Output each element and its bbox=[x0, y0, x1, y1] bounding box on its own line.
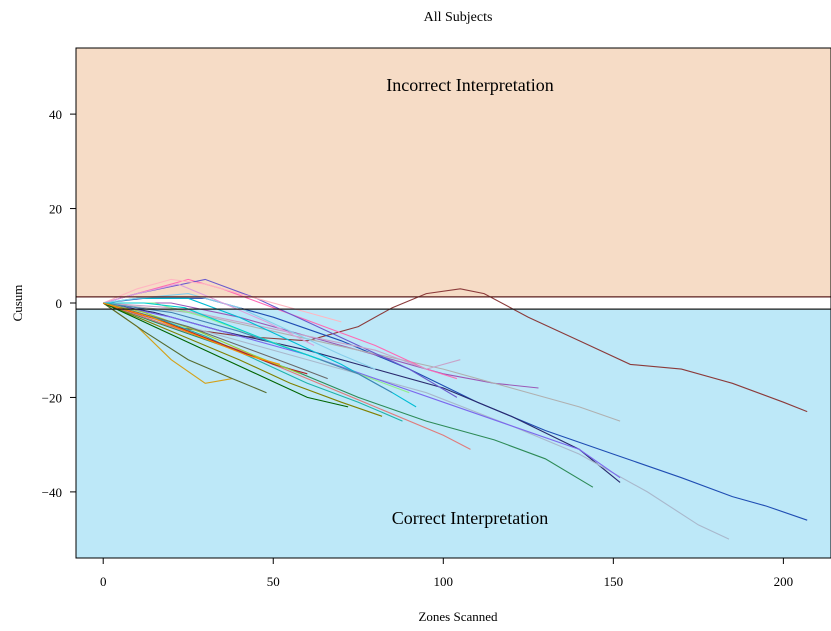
x-axis-label: Zones Scanned bbox=[418, 609, 498, 624]
x-tick-label-150: 150 bbox=[604, 574, 624, 589]
y-tick-label-40: 40 bbox=[49, 107, 62, 122]
lower-region-label: Correct Interpretation bbox=[392, 508, 548, 528]
series-line-15 bbox=[103, 302, 471, 450]
series-line-1 bbox=[103, 288, 808, 413]
series-line-18 bbox=[102, 278, 342, 323]
y-tick-label--20: −20 bbox=[42, 390, 62, 405]
series-line-6 bbox=[103, 302, 539, 389]
series-line-25 bbox=[103, 283, 315, 346]
x-tick-label-0: 0 bbox=[100, 574, 107, 589]
series-line-27 bbox=[103, 302, 322, 361]
series-line-5 bbox=[103, 302, 594, 488]
series-line-4 bbox=[103, 302, 730, 540]
series-line-26 bbox=[103, 302, 328, 380]
y-tick-label--40: −40 bbox=[42, 485, 62, 500]
series-line-28 bbox=[103, 302, 281, 365]
upper-region-label: Incorrect Interpretation bbox=[386, 75, 553, 95]
series-line-17 bbox=[102, 302, 383, 417]
series-line-24 bbox=[103, 293, 376, 370]
series-line-8 bbox=[103, 302, 621, 479]
x-tick-label-200: 200 bbox=[774, 574, 794, 589]
y-tick-label-20: 20 bbox=[49, 202, 62, 217]
y-tick-label-0: 0 bbox=[56, 296, 63, 311]
incorrect-region bbox=[76, 48, 831, 297]
x-tick-label-50: 50 bbox=[267, 574, 280, 589]
series-line-20 bbox=[102, 302, 349, 408]
x-tick-label-100: 100 bbox=[434, 574, 454, 589]
y-axis-label: Cusum bbox=[10, 285, 25, 322]
chart-title: All Subjects bbox=[424, 10, 493, 25]
series-line-9 bbox=[103, 278, 458, 380]
series-line-14 bbox=[102, 302, 267, 394]
correct-region bbox=[76, 309, 831, 558]
